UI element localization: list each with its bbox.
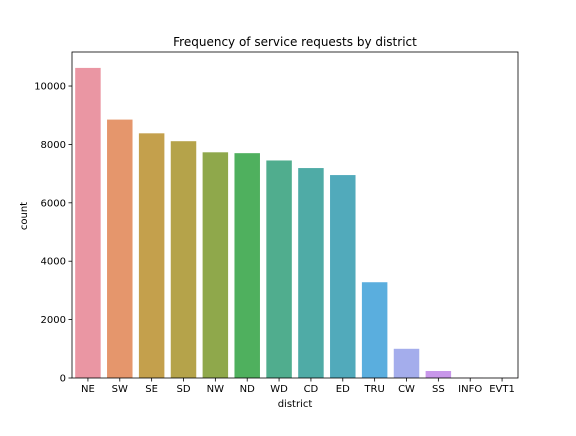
x-tick-label: ED xyxy=(336,384,350,395)
chart-title: Frequency of service requests by distric… xyxy=(173,35,417,49)
y-tick-label: 10000 xyxy=(34,82,66,93)
y-tick-label: 4000 xyxy=(41,257,66,268)
x-axis: NE SW SE SD NW ND WD CD ED TRU CW SS INFO EVT1 xyxy=(81,378,515,395)
x-tick-label: WD xyxy=(270,384,288,395)
y-axis: 0 2000 4000 6000 8000 10000 xyxy=(34,82,72,385)
bars-layer xyxy=(75,68,515,378)
y-tick-label: 6000 xyxy=(41,198,66,209)
x-tick-label: SS xyxy=(432,384,445,395)
x-tick-label: EVT1 xyxy=(489,384,515,395)
x-tick-label: ND xyxy=(240,384,255,395)
bar-tru xyxy=(362,282,387,378)
bar-cd xyxy=(298,168,323,378)
x-tick-label: NW xyxy=(207,384,224,395)
bar-nd xyxy=(234,153,259,378)
y-tick-label: 2000 xyxy=(41,315,66,326)
bar-sd xyxy=(171,141,196,378)
x-tick-label: SW xyxy=(112,384,128,395)
y-tick-label: 0 xyxy=(60,374,66,385)
y-axis-label: count xyxy=(19,202,30,230)
bar-ne xyxy=(75,68,100,378)
bar-ss xyxy=(426,371,451,378)
bar-wd xyxy=(266,160,291,378)
bar-sw xyxy=(107,120,132,378)
bar-se xyxy=(139,133,164,378)
x-axis-label: district xyxy=(278,399,313,410)
x-tick-label: INFO xyxy=(458,384,482,395)
x-tick-label: SE xyxy=(145,384,158,395)
bar-nw xyxy=(203,152,228,378)
x-tick-label: TRU xyxy=(363,384,384,395)
x-tick-label: CD xyxy=(304,384,319,395)
bar-ed xyxy=(330,175,355,378)
bar-cw xyxy=(394,349,419,378)
x-tick-label: NE xyxy=(81,384,95,395)
x-tick-label: SD xyxy=(176,384,190,395)
x-tick-label: CW xyxy=(398,384,415,395)
y-tick-label: 8000 xyxy=(41,140,66,151)
